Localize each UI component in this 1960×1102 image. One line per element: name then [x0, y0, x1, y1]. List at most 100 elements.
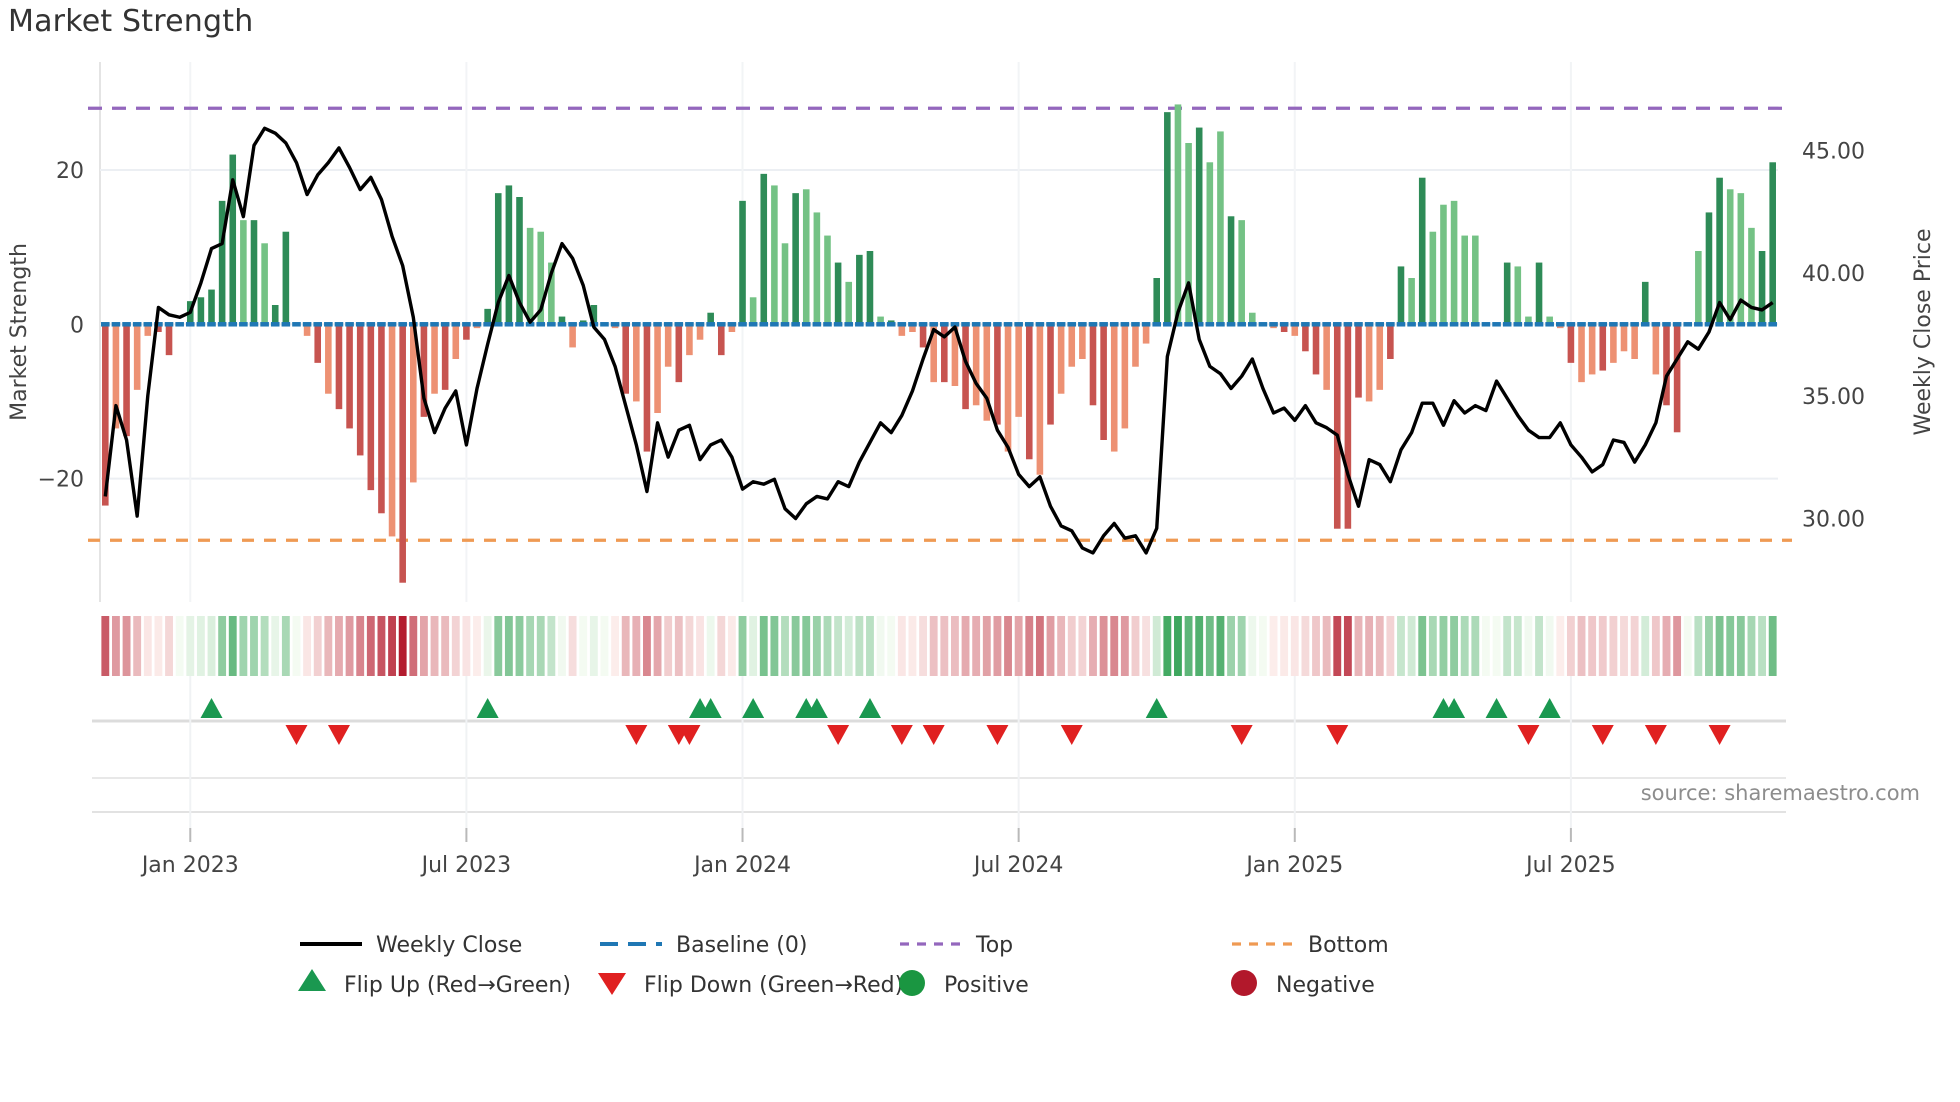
x-tick-label: Jan 2024	[692, 853, 791, 878]
flip-up-marker	[476, 698, 499, 718]
strength-bar	[112, 324, 120, 429]
strength-bar	[643, 324, 651, 452]
heat-cell	[1768, 616, 1777, 676]
strength-bar	[1185, 143, 1192, 325]
strength-bar	[1047, 324, 1054, 425]
strength-bar	[994, 324, 1001, 425]
strength-bar	[378, 324, 385, 514]
heat-cell	[1471, 616, 1480, 676]
strength-bar	[165, 324, 173, 356]
heat-cell	[823, 616, 832, 676]
strength-bar	[856, 254, 863, 325]
heat-cell	[1142, 616, 1151, 676]
heat-cell	[1747, 616, 1756, 676]
y-tick-label-right: 40.00	[1802, 262, 1865, 287]
strength-bar	[919, 324, 927, 348]
flip-down-marker	[1644, 725, 1667, 745]
heat-cell	[303, 616, 312, 676]
heat-cell	[558, 616, 566, 676]
strength-bar	[1418, 177, 1426, 325]
strength-bar	[197, 297, 205, 325]
flip-up-marker	[1485, 698, 1508, 718]
strength-bar	[717, 324, 725, 356]
strength-bar	[866, 251, 874, 325]
weekly-close-line	[103, 126, 1774, 555]
strength-bar	[962, 324, 969, 410]
heat-cell	[1566, 616, 1575, 676]
strength-bar	[261, 243, 268, 325]
heat-cell	[621, 616, 630, 676]
heat-cell	[1227, 616, 1235, 676]
heat-cell	[1428, 616, 1437, 676]
strength-bar	[1238, 220, 1245, 325]
strength-bar	[1365, 324, 1373, 402]
heat-cell	[356, 616, 365, 676]
strength-bar	[845, 281, 853, 325]
strength-bar	[813, 212, 821, 325]
strength-bar	[1397, 266, 1405, 325]
strength-bar	[1716, 177, 1723, 325]
flip-up-marker	[742, 698, 765, 718]
strength-bar	[356, 324, 364, 456]
strength-bar	[1588, 324, 1596, 375]
strength-bar	[1015, 324, 1022, 417]
strength-bar	[1387, 324, 1394, 359]
strength-bar	[1758, 251, 1766, 325]
flip-down-marker	[1591, 725, 1614, 745]
heat-cell	[1736, 616, 1745, 676]
strength-bar	[696, 324, 704, 340]
legend-swatch-triangle-down	[598, 973, 626, 995]
heat-cell	[1492, 616, 1501, 676]
strength-bar	[1673, 324, 1681, 433]
heat-cell	[600, 616, 609, 676]
heat-cell	[494, 616, 503, 676]
flip-up-marker	[858, 698, 881, 718]
strength-bar	[792, 193, 799, 325]
strength-bar	[1726, 189, 1734, 325]
heat-cell	[1163, 616, 1172, 676]
heat-cell	[1620, 616, 1628, 676]
strength-bar	[1121, 324, 1129, 429]
heat-cell	[568, 616, 577, 676]
heat-cell	[770, 616, 779, 676]
heat-cell	[366, 616, 375, 676]
heat-cell	[483, 616, 492, 676]
heat-cell	[154, 616, 163, 676]
heat-cell	[802, 616, 811, 676]
strength-bar	[1100, 324, 1107, 440]
strength-bar	[675, 324, 683, 383]
heat-cell	[260, 616, 269, 676]
heat-cell	[696, 616, 704, 676]
strength-bar	[802, 189, 810, 325]
flip-up-marker	[805, 698, 828, 718]
legend-label: Bottom	[1308, 933, 1389, 958]
strength-bar	[951, 324, 959, 386]
legend-swatch-triangle-up	[298, 969, 326, 991]
heat-cell	[579, 616, 588, 676]
heat-cell	[611, 616, 620, 676]
heat-cell	[1535, 616, 1543, 676]
flip-down-marker	[1326, 725, 1349, 745]
strength-bar	[1472, 235, 1479, 325]
heat-cell	[664, 616, 673, 676]
strength-bar	[1610, 324, 1617, 363]
heat-cell	[409, 616, 418, 676]
heat-cell	[738, 616, 747, 676]
strength-bar	[1429, 231, 1437, 325]
strength-bar	[1620, 324, 1628, 352]
heat-cell	[345, 616, 354, 676]
heat-cell	[1503, 616, 1512, 676]
strength-bar	[781, 243, 789, 325]
strength-bar	[1599, 324, 1607, 371]
heat-cell	[377, 616, 386, 676]
flip-down-marker	[922, 725, 945, 745]
strength-bar	[516, 197, 523, 325]
heat-cell	[1588, 616, 1597, 676]
heat-cell	[335, 616, 343, 676]
x-tick-label: Jul 2023	[420, 853, 512, 878]
strength-bar	[1153, 278, 1161, 325]
heat-cell	[1152, 616, 1161, 676]
strength-bar	[1291, 324, 1299, 336]
source-note: source: sharemaestro.com	[1641, 781, 1920, 805]
strength-bar	[240, 220, 247, 325]
